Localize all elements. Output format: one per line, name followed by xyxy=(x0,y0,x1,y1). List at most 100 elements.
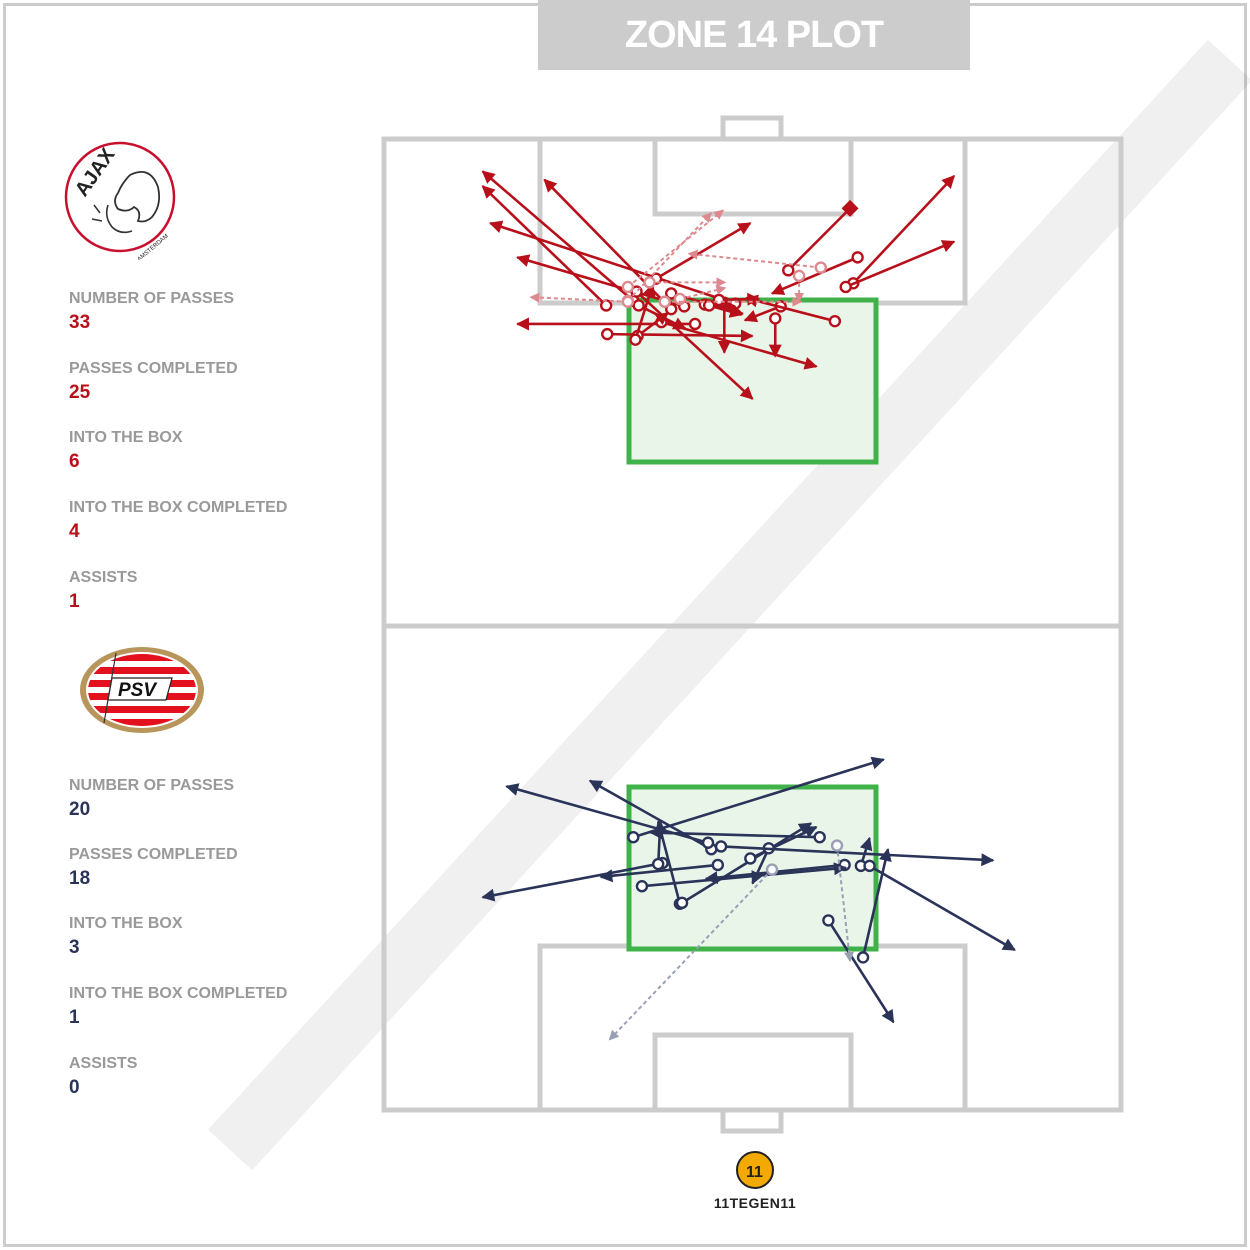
pass-origin-point xyxy=(813,830,826,844)
pass-origin-point xyxy=(765,863,779,876)
stat-label: INTO THE BOX xyxy=(69,915,183,932)
pass-arrow xyxy=(516,254,685,308)
pass-origin-point xyxy=(665,302,678,316)
stat-value: 6 xyxy=(69,451,80,472)
pass-origin-point xyxy=(599,299,613,312)
stat-label: INTO THE BOX xyxy=(69,429,183,446)
pass-arrow xyxy=(827,919,895,1024)
pass-arrow xyxy=(599,863,718,883)
top-penalty-box xyxy=(537,136,968,306)
pass-arrow xyxy=(488,220,736,305)
pass-arrow xyxy=(852,175,956,285)
pass-origin-point xyxy=(782,264,795,277)
pass-arrow xyxy=(770,256,859,295)
pass-arrow xyxy=(632,756,885,839)
stat-value: 4 xyxy=(69,521,80,542)
pass-origin-point xyxy=(658,295,671,308)
psv-stat-completed: PASSES COMPLETED 18 xyxy=(69,846,238,890)
stat-value: 1 xyxy=(69,591,80,612)
pass-origin-point xyxy=(643,276,656,289)
stat-value: 3 xyxy=(69,937,80,958)
stat-label: INTO THE BOX COMPLETED xyxy=(69,499,288,516)
pass-origin-point xyxy=(830,839,844,852)
ajax-stat-passes: NUMBER OF PASSES 33 xyxy=(69,290,234,334)
pass-arrow xyxy=(607,329,754,343)
pass-arrow xyxy=(836,845,855,963)
pass-origin-point xyxy=(635,880,649,893)
stat-label: ASSISTS xyxy=(69,569,138,586)
page-title: ZONE 14 PLOT xyxy=(624,13,884,56)
title-bar: ZONE 14 PLOT xyxy=(538,0,970,70)
pass-arrow xyxy=(636,311,669,338)
stat-value: 18 xyxy=(69,868,91,889)
pass-arrow xyxy=(608,868,773,1041)
stat-label: PASSES COMPLETED xyxy=(69,360,238,377)
pass-arrow xyxy=(635,290,754,400)
ajax-stat-into-box-completed: INTO THE BOX COMPLETED 4 xyxy=(69,499,287,543)
pass-origin-point xyxy=(792,269,806,283)
pass-arrow xyxy=(721,845,995,867)
pass-arrow xyxy=(481,170,635,302)
pass-arrow xyxy=(655,222,752,280)
stat-value: 0 xyxy=(69,1077,80,1098)
pass-arrow xyxy=(649,826,820,840)
pass-origin-point xyxy=(712,293,726,307)
pass-origin-point xyxy=(769,312,782,325)
pass-origin-point xyxy=(851,251,864,264)
passes-layer xyxy=(481,170,1016,1041)
pass-origin-point xyxy=(652,857,665,871)
pass-arrow xyxy=(861,847,892,958)
ajax-stat-completed: PASSES COMPLETED 25 xyxy=(69,360,238,404)
pass-arrow xyxy=(661,320,818,370)
top-goal xyxy=(720,115,784,142)
svg-text:11: 11 xyxy=(746,1164,763,1181)
pass-origin-point xyxy=(675,896,689,910)
pass-arrow xyxy=(845,240,956,289)
brand-text: 11TEGEN11 xyxy=(713,1195,797,1211)
pass-arrow xyxy=(634,282,656,341)
pass-arrow xyxy=(744,294,836,323)
pass-arrow xyxy=(687,249,821,269)
stat-value: 33 xyxy=(69,312,91,333)
bottom-goal xyxy=(720,1107,784,1134)
pass-origin-point xyxy=(702,299,716,312)
pass-origin-point xyxy=(863,859,876,873)
pass-origin-point xyxy=(621,280,635,294)
stat-label: PASSES COMPLETED xyxy=(69,846,238,863)
stat-value: 25 xyxy=(69,382,91,403)
pass-arrow xyxy=(529,292,628,303)
ajax-logo: AJAX AMSTERDAM xyxy=(60,135,185,265)
pass-origin-point xyxy=(621,295,635,308)
zone14-ajax xyxy=(626,297,879,465)
bottom-penalty-box xyxy=(537,943,968,1113)
pass-origin-point xyxy=(711,858,725,872)
psv-stat-assists: ASSISTS 0 xyxy=(69,1055,137,1099)
pass-origin-point xyxy=(822,914,835,927)
bottom-six-yard-box xyxy=(652,1032,854,1113)
top-six-yard-box xyxy=(652,136,854,217)
pass-origin-point xyxy=(701,836,715,849)
pass-arrow xyxy=(679,285,727,300)
pass-arrow xyxy=(743,305,782,323)
pass-arrow xyxy=(749,825,818,860)
brand-icon: 11 xyxy=(736,1151,774,1189)
psv-logo-text: PSV xyxy=(118,680,157,701)
pass-origin-point xyxy=(744,852,757,865)
pass-origin-point xyxy=(665,287,678,300)
stat-label: ASSISTS xyxy=(69,1055,138,1072)
pass-origin-point xyxy=(839,280,852,294)
pass-arrow xyxy=(481,861,663,902)
watermark xyxy=(207,39,1250,1171)
brand: 11 11TEGEN11 xyxy=(700,1150,810,1211)
stat-value: 20 xyxy=(69,799,91,820)
pass-origin-point xyxy=(688,317,702,331)
pass-arrow xyxy=(627,212,713,302)
ajax-stat-into-box: INTO THE BOX 6 xyxy=(69,429,183,473)
pass-origin-point xyxy=(814,261,827,274)
pass-origin-point xyxy=(601,327,614,341)
psv-stat-into-box: INTO THE BOX 3 xyxy=(69,915,183,959)
pass-origin-point xyxy=(629,333,642,346)
assist-marker xyxy=(841,199,859,217)
pass-series-psv xyxy=(481,756,1016,1041)
pass-origin-point xyxy=(828,314,842,328)
